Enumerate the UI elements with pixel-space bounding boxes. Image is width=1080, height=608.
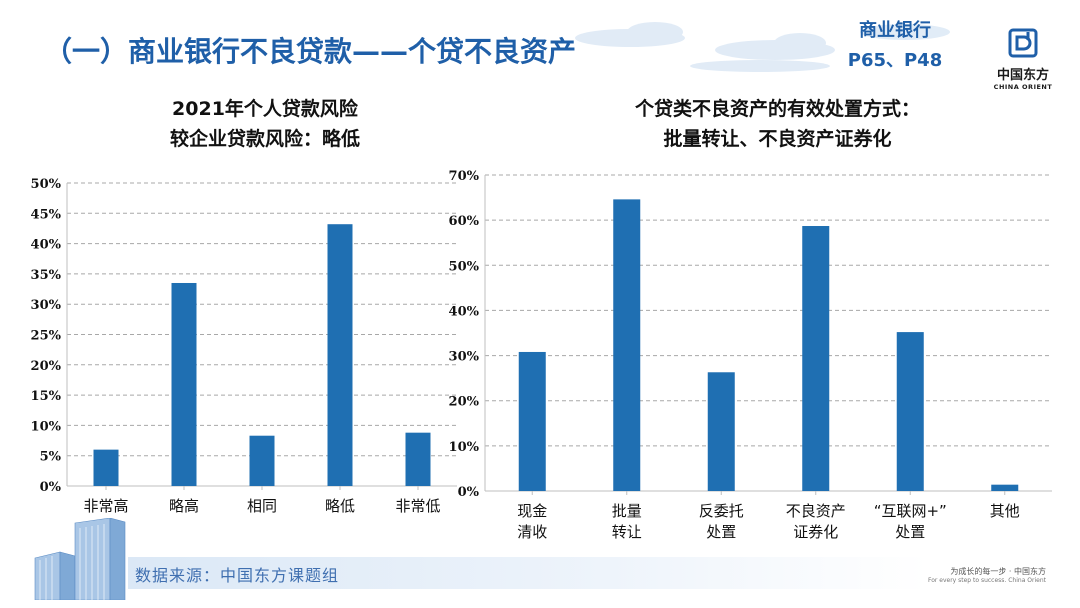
y-tick-label: 20% [31, 359, 62, 374]
header: （一）商业银行不良贷款——个贷不良资产 商业银行 P65、P48 中国东方 CH… [0, 0, 1080, 92]
category-label: 反委托 [699, 502, 744, 520]
bar [405, 432, 431, 486]
source-ref-line1: 商业银行 [859, 20, 931, 41]
category-label: 处置 [895, 523, 925, 541]
slogan: 为成长的每一步 · 中国东方 For every step to success… [928, 566, 1046, 584]
category-label: 转让 [612, 523, 642, 541]
bar [171, 282, 197, 486]
bar [518, 351, 546, 491]
logo-mark-icon [1008, 28, 1038, 58]
data-source: 数据来源：中国东方课题组 [135, 566, 340, 585]
chart2-title-line1: 个贷类不良资产的有效处置方式： [634, 98, 920, 120]
chart2-title: 个贷类不良资产的有效处置方式： 批量转让、不良资产证券化 [485, 94, 1070, 154]
category-label: 现金 [517, 502, 547, 520]
y-tick-label: 30% [449, 350, 480, 365]
chart2-title-line2: 批量转让、不良资产证券化 [663, 128, 892, 150]
category-label: 不良资产 [786, 502, 846, 520]
y-tick-label: 30% [31, 298, 62, 313]
y-tick-label: 5% [40, 450, 62, 465]
category-label: 略高 [169, 497, 199, 515]
y-tick-label: 40% [31, 238, 62, 253]
bar [707, 372, 735, 491]
source-reference: 商业银行 P65、P48 [835, 16, 955, 76]
y-tick-label: 25% [31, 329, 62, 344]
y-tick-label: 10% [449, 440, 480, 455]
category-label: 其他 [990, 502, 1020, 520]
y-tick-label: 50% [31, 177, 62, 192]
bar [249, 435, 275, 486]
y-tick-label: 50% [449, 259, 480, 274]
footer-band [128, 557, 928, 589]
company-logo: 中国东方 CHINA ORIENT [978, 28, 1068, 91]
y-tick-label: 45% [31, 207, 62, 222]
y-tick-label: 15% [31, 389, 62, 404]
y-tick-label: 40% [449, 304, 480, 319]
slogan-en: For every step to success. China Orient [928, 577, 1046, 584]
category-label: 清收 [517, 523, 547, 541]
category-label: 相同 [247, 497, 277, 515]
category-label: 处置 [706, 523, 736, 541]
bar [802, 226, 830, 492]
page-title: （一）商业银行不良贷款——个贷不良资产 [44, 35, 577, 68]
chart1-title: 2021年个人贷款风险 较企业贷款风险：略低 [70, 94, 460, 154]
y-tick-label: 10% [31, 419, 62, 434]
y-tick-label: 0% [40, 480, 62, 495]
bar [991, 484, 1019, 491]
bar [896, 332, 924, 491]
category-label: 非常低 [395, 497, 440, 515]
source-ref-line2: P65、P48 [847, 50, 943, 71]
category-label: 非常高 [83, 497, 128, 515]
y-tick-label: 0% [458, 485, 480, 500]
bar [93, 449, 119, 486]
bar [613, 199, 641, 491]
y-tick-label: 35% [31, 268, 62, 283]
logo-name: 中国东方 [996, 68, 1049, 83]
slogan-cn: 为成长的每一步 · 中国东方 [950, 567, 1046, 576]
logo-en: CHINA ORIENT [993, 83, 1053, 91]
y-tick-label: 60% [449, 214, 480, 229]
category-label: “互联网+” [874, 502, 947, 520]
category-label: 证券化 [793, 523, 838, 541]
chart1-title-line2: 较企业贷款风险：略低 [169, 128, 360, 150]
bar [327, 224, 353, 486]
building-illustration [34, 518, 126, 600]
category-label: 略低 [325, 497, 355, 515]
chart1-title-line1: 2021年个人贷款风险 [172, 98, 358, 120]
category-label: 批量 [612, 502, 642, 520]
y-tick-label: 70% [449, 169, 480, 184]
cloud-decoration [575, 22, 950, 72]
y-tick-label: 20% [449, 395, 480, 410]
